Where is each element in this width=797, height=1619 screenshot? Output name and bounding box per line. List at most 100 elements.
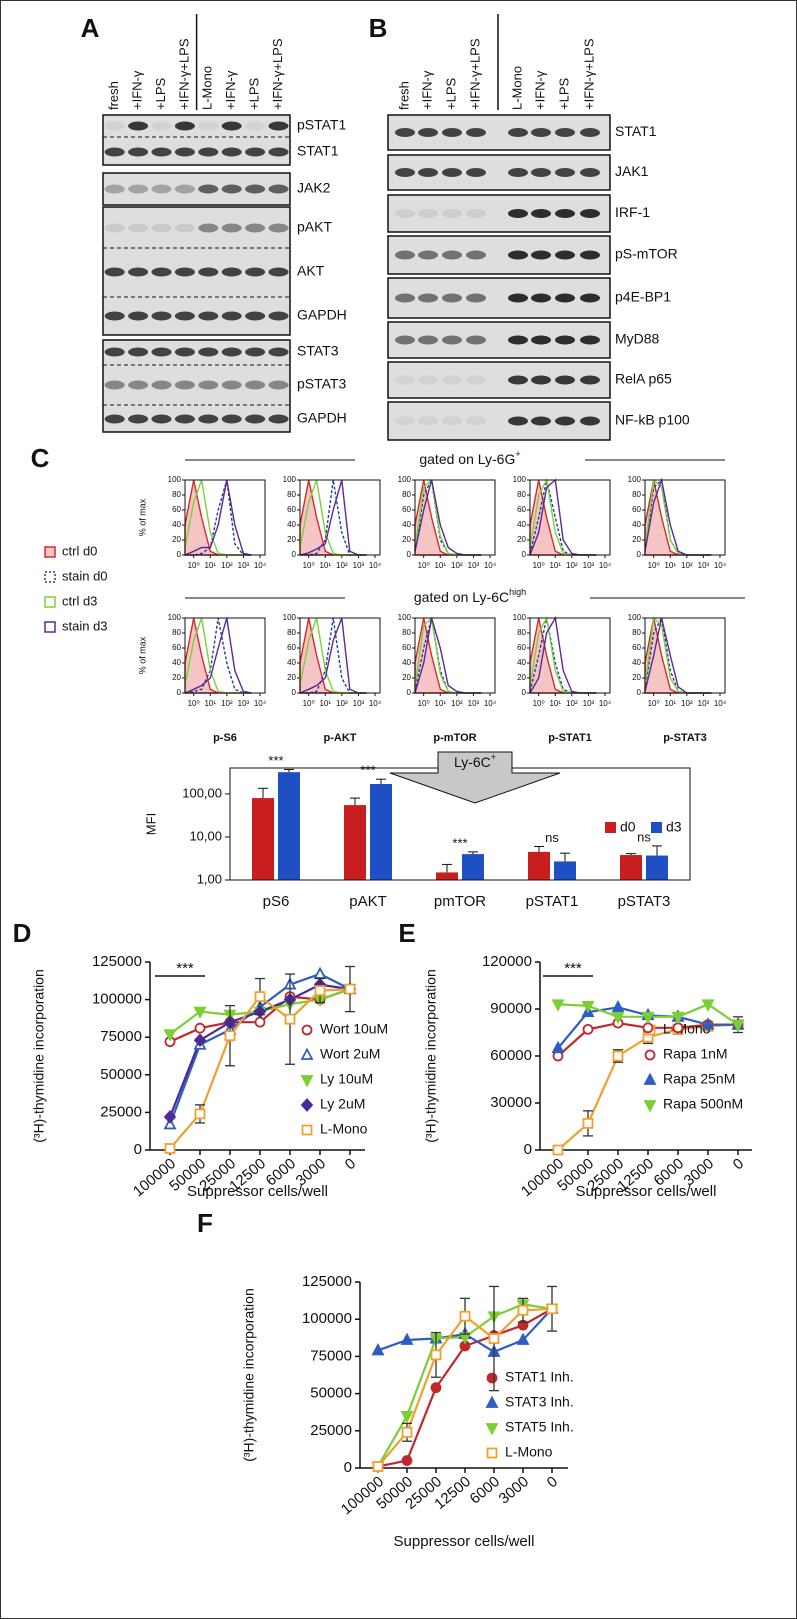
- x-tick-label: 10¹: [434, 561, 446, 570]
- legend-marker: [485, 1423, 499, 1436]
- x-tick-label: 10²: [451, 561, 463, 570]
- y-tick-label: 25000: [100, 1103, 142, 1120]
- blot-band: [466, 209, 486, 218]
- y-tick-label: 90000: [490, 1000, 532, 1017]
- point: [400, 1411, 414, 1424]
- arrow-label: Ly-6C+: [454, 752, 496, 769]
- blot-row-label: pSTAT3: [297, 376, 346, 392]
- blot-row-label: AKT: [297, 263, 325, 279]
- point: [611, 1011, 625, 1025]
- legend-label: Rapa 500nM: [663, 1096, 743, 1112]
- significance-label: ***: [176, 960, 194, 977]
- point: [164, 1143, 176, 1154]
- x-tick-label: 10⁴: [484, 561, 497, 570]
- x-tick-label: 10⁰: [418, 699, 430, 708]
- legend-label: L-Mono: [320, 1121, 368, 1137]
- y-tick-label: 20: [517, 673, 526, 682]
- y-tick-label: 100,00: [182, 785, 222, 800]
- x-tick-label: pS6: [263, 893, 290, 910]
- plot-frame: [299, 479, 381, 556]
- x-tick-label: 10¹: [319, 561, 331, 570]
- legend-label: Rapa 25nM: [663, 1071, 735, 1087]
- point: [284, 1013, 296, 1025]
- y-tick-label: 100: [628, 613, 642, 622]
- error-bar: [626, 853, 636, 856]
- blot-band: [128, 347, 149, 357]
- y-tick-label: 0: [407, 550, 412, 559]
- y-tick-label: 20: [517, 535, 526, 544]
- point: [671, 1011, 685, 1025]
- y-tick-label: 40: [172, 520, 181, 529]
- blot-band: [466, 128, 486, 137]
- x-tick-label: 10¹: [204, 699, 216, 708]
- blot-band: [245, 414, 266, 424]
- legend-marker: [643, 1100, 657, 1113]
- y-tick-label: 40: [402, 520, 411, 529]
- blot-band: [245, 223, 266, 233]
- y-tick-label: 40: [517, 520, 526, 529]
- x-axis-label: Suppressor cells/well: [187, 1183, 328, 1200]
- lane-label: +LPS: [443, 78, 458, 110]
- y-tick-label: 30000: [490, 1094, 532, 1111]
- blot-band: [418, 375, 438, 385]
- blot-band: [151, 347, 172, 357]
- blot-band: [395, 416, 415, 426]
- blot-band: [128, 267, 149, 277]
- y-tick-label: 80: [287, 490, 296, 499]
- x-tick-label: 10⁰: [418, 561, 430, 570]
- gate-label: gated on Ly-6G+: [419, 449, 520, 466]
- blot-band: [198, 121, 219, 131]
- blot-band: [151, 147, 172, 157]
- y-tick-label: 0: [177, 550, 182, 559]
- error-bar: [560, 852, 570, 862]
- blot-band: [104, 414, 125, 424]
- x-tick-label: 10²: [221, 699, 233, 708]
- point: [641, 1011, 655, 1025]
- significance-label: ***: [564, 960, 582, 977]
- blot-band: [442, 375, 462, 385]
- blot-band: [104, 223, 125, 233]
- plot-frame: [184, 479, 266, 556]
- y-tick-label: 20: [172, 673, 181, 682]
- blot-band: [128, 147, 149, 157]
- legend-label: stain d0: [62, 568, 108, 583]
- y-tick-label: 60: [172, 643, 181, 652]
- blot-band: [555, 416, 575, 426]
- blot-band: [580, 293, 600, 303]
- blot-band: [442, 250, 462, 260]
- blot-row-label: STAT1: [615, 123, 657, 139]
- y-tick-label: 125000: [92, 953, 142, 970]
- y-tick-label: 100000: [92, 991, 142, 1008]
- lane-label: +IFN-γ+LPS: [270, 38, 285, 110]
- error-bar: [442, 863, 452, 873]
- x-axis-label: Suppressor cells/well: [394, 1533, 535, 1550]
- y-tick-label: 80: [172, 628, 181, 637]
- histogram-curve: [184, 479, 252, 556]
- blot-band: [128, 223, 149, 233]
- error-bar: [534, 846, 544, 852]
- x-tick-label: 10²: [681, 699, 693, 708]
- blot-row-label: GAPDH: [297, 307, 347, 323]
- x-tick-label: 10⁰: [188, 699, 200, 708]
- point: [551, 999, 565, 1012]
- marker-label: p-AKT: [324, 732, 357, 744]
- marker-label: p-STAT3: [663, 732, 707, 744]
- blot-band: [245, 311, 266, 321]
- y-tick-label: 20: [402, 535, 411, 544]
- blot-band: [198, 147, 219, 157]
- x-tick-label: 10⁰: [533, 561, 545, 570]
- annotation: ns: [545, 830, 559, 845]
- x-axis-label: Suppressor cells/well: [576, 1183, 717, 1200]
- annotation: ***: [360, 763, 375, 778]
- legend-marker: [644, 1049, 656, 1061]
- legend-label: Wort 2uM: [320, 1046, 380, 1062]
- y-tick-label: 60: [632, 505, 641, 514]
- bar: [278, 772, 300, 880]
- lane-label: L-Mono: [200, 66, 215, 110]
- x-tick-label: 10³: [353, 561, 365, 570]
- y-axis-label: MFI: [143, 813, 158, 835]
- histogram-curve: [299, 479, 367, 556]
- annotation: ***: [268, 753, 283, 768]
- y-tick-label: 80: [402, 628, 411, 637]
- plot-frame: [529, 479, 611, 556]
